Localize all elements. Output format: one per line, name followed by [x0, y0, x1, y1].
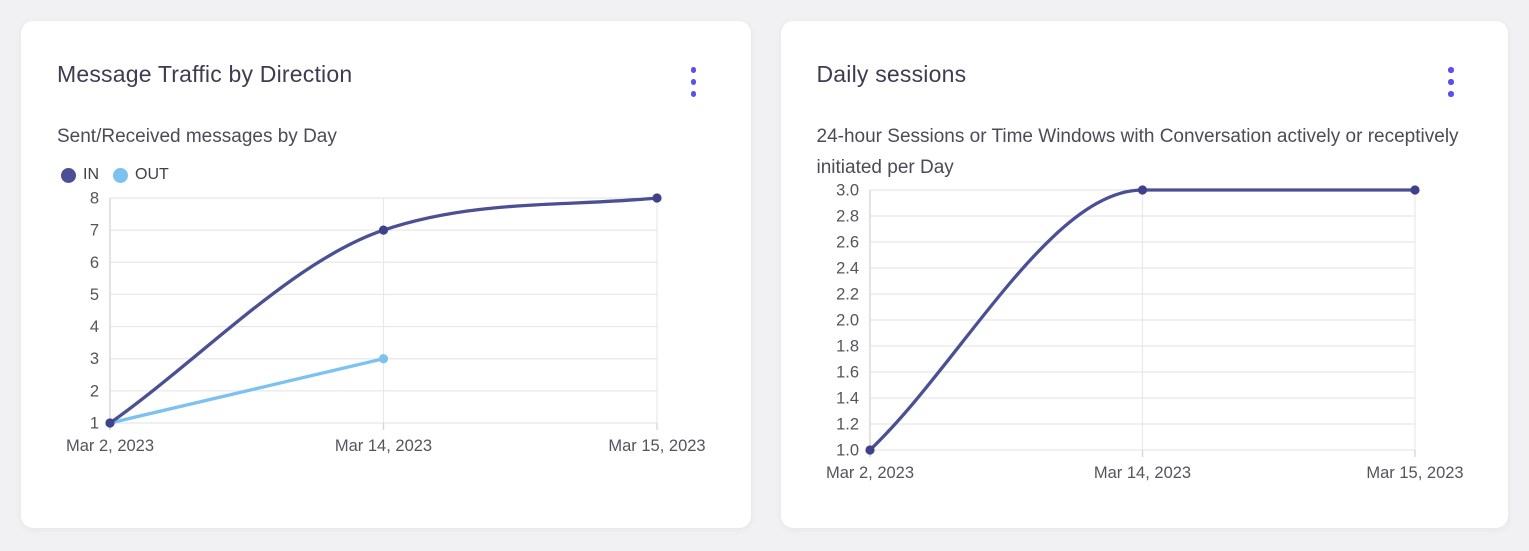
svg-text:Mar 2, 2023: Mar 2, 2023 [66, 437, 154, 455]
svg-text:8: 8 [90, 190, 99, 208]
svg-text:1.2: 1.2 [836, 416, 859, 434]
svg-text:2.8: 2.8 [836, 208, 859, 226]
card-daily-sessions: Daily sessions 24-hour Sessions or Time … [780, 21, 1508, 528]
card-title-message-traffic: Message Traffic by Direction [57, 61, 353, 87]
svg-text:2: 2 [90, 382, 99, 400]
legend-item-out[interactable]: OUT [113, 166, 169, 184]
svg-text:Mar 14, 2023: Mar 14, 2023 [1093, 464, 1190, 482]
svg-text:1.6: 1.6 [836, 364, 859, 382]
kebab-dot [690, 67, 697, 73]
svg-text:5: 5 [90, 286, 99, 304]
line-chart-daily-sessions: 1.0 1.2 1.4 1.6 1.8 2.0 2.2 2.4 2.6 2.8 3.0 Mar 2, … [825, 182, 1463, 483]
svg-text:Mar 15, 2023: Mar 15, 2023 [608, 437, 705, 455]
card-title-daily-sessions: Daily sessions [816, 61, 967, 87]
svg-text:1: 1 [90, 415, 99, 433]
kebab-dot [1448, 79, 1454, 85]
kebab-dot [1448, 67, 1454, 73]
svg-text:Mar 2, 2023: Mar 2, 2023 [825, 464, 913, 482]
legend-label-in: IN [83, 166, 99, 183]
card-message-traffic: Message Traffic by Direction Sent/Receiv… [21, 21, 751, 528]
card-subtitle-daily-sessions: 24-hour Sessions or Time Windows with Co… [816, 126, 1459, 178]
legend-label-out: OUT [135, 166, 169, 183]
kebab-menu-button[interactable] [681, 61, 707, 103]
svg-text:2.6: 2.6 [836, 234, 859, 252]
kebab-dot [690, 79, 697, 85]
svg-text:Mar 14, 2023: Mar 14, 2023 [335, 437, 432, 455]
kebab-menu-button[interactable] [1438, 61, 1464, 103]
svg-text:2.0: 2.0 [836, 312, 859, 330]
svg-text:7: 7 [90, 222, 99, 240]
svg-text:3: 3 [90, 350, 99, 368]
kebab-dot [690, 91, 697, 97]
legend-item-in[interactable]: IN [61, 166, 99, 184]
card-subtitle-message-traffic: Sent/Received messages by Day [57, 126, 337, 147]
line-chart-message-traffic: 1 2 3 4 5 6 7 8 Mar 2, 2023 Mar 14, 2023 Mar 15, 2… [66, 190, 706, 456]
legend-dot-in [61, 167, 76, 183]
svg-text:3.0: 3.0 [836, 182, 859, 200]
svg-text:1.4: 1.4 [836, 390, 859, 408]
chart-legend: IN OUT [61, 165, 715, 185]
svg-text:2.4: 2.4 [836, 260, 859, 278]
svg-text:2.2: 2.2 [836, 286, 859, 304]
svg-text:4: 4 [90, 318, 99, 336]
svg-text:1.8: 1.8 [836, 338, 859, 356]
legend-dot-out [113, 167, 128, 183]
svg-text:Mar 15, 2023: Mar 15, 2023 [1366, 464, 1463, 482]
kebab-dot [1448, 91, 1454, 97]
svg-text:1.0: 1.0 [836, 442, 859, 460]
svg-text:6: 6 [90, 254, 99, 272]
